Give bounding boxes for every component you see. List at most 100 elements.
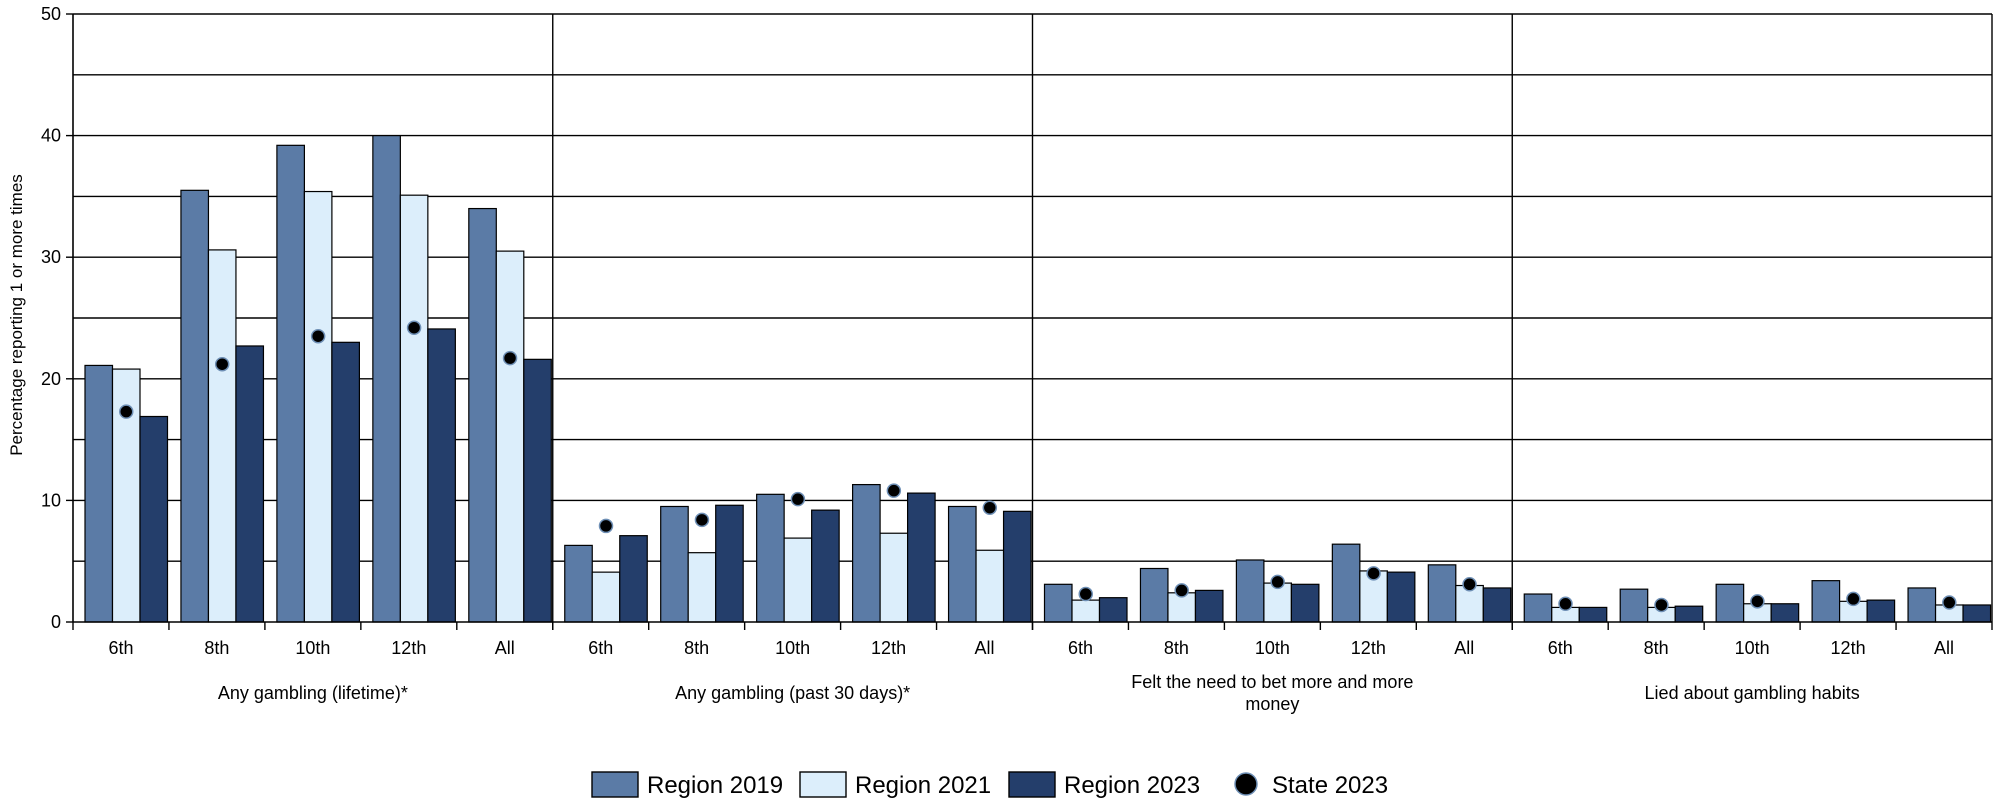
bar-region-2019 xyxy=(1715,583,1745,623)
bar-region-2023 xyxy=(331,341,360,623)
legend-swatch xyxy=(1008,771,1056,798)
state-2023-marker xyxy=(1942,595,1957,610)
bar-region-2019 xyxy=(1811,580,1841,623)
legend-swatch xyxy=(591,771,639,798)
legend-state-2023-swatch xyxy=(1234,772,1258,796)
bar-region-2019 xyxy=(1235,559,1265,623)
state-2023-marker xyxy=(790,491,806,507)
x-tick-label: 10th xyxy=(1735,638,1770,658)
bar-region-2023 xyxy=(235,345,265,623)
bar-region-2021 xyxy=(399,194,429,623)
bar-region-2019 xyxy=(1043,583,1073,623)
x-tick-label: 10th xyxy=(775,638,810,658)
legend-label: Region 2021 xyxy=(855,772,991,799)
state-2023-marker xyxy=(406,320,422,335)
bar-region-2023 xyxy=(427,328,456,623)
bar-region-2023 xyxy=(1578,606,1608,623)
bar-region-2023 xyxy=(1194,589,1224,623)
state-2023-marker xyxy=(598,518,614,534)
bar-region-2019 xyxy=(756,493,785,623)
bar-region-2019 xyxy=(468,207,497,623)
legend: Region 2019 Region 2021 Region 2023 State 2… xyxy=(591,771,1388,799)
bar-region-2023 xyxy=(1866,599,1896,623)
y-axis-label: Percentage reporting 1 or more times xyxy=(7,174,26,456)
bar-region-2021 xyxy=(495,250,525,623)
state-2023-marker xyxy=(886,483,902,498)
legend-label: Region 2023 xyxy=(1064,772,1200,799)
state-2023-marker xyxy=(1462,577,1477,592)
state-2023-marker xyxy=(1846,591,1861,607)
y-tick-label: 50 xyxy=(41,4,61,24)
state-2023-marker xyxy=(310,328,326,344)
bar-region-2023 xyxy=(1386,571,1416,623)
x-tick-label: 10th xyxy=(1255,638,1290,658)
state-2023-marker xyxy=(119,404,134,419)
axes xyxy=(66,13,1993,630)
x-tick-label: 8th xyxy=(1164,638,1189,658)
group-label: Any gambling (past 30 days)* xyxy=(675,683,910,703)
bar-region-2023 xyxy=(811,509,840,623)
y-tick-label: 10 xyxy=(41,490,61,510)
bar-region-2019 xyxy=(180,189,210,623)
x-tick-label: All xyxy=(1934,638,1954,658)
bar-region-2019 xyxy=(84,364,114,623)
bar-region-2019 xyxy=(276,144,305,623)
bar-region-2021 xyxy=(1071,599,1101,623)
bar-region-2023 xyxy=(1770,603,1800,623)
bar-region-2019 xyxy=(372,135,401,623)
state-2023-marker xyxy=(694,512,710,528)
y-tick-label: 20 xyxy=(41,369,61,389)
group-label: Any gambling (lifetime)* xyxy=(218,683,408,703)
bar-region-2019 xyxy=(660,505,689,623)
bar-region-2023 xyxy=(1098,597,1128,623)
y-tick-label: 40 xyxy=(41,126,61,146)
bar-region-2019 xyxy=(947,505,977,623)
x-tick-label: 12th xyxy=(391,638,426,658)
x-tick-label: 12th xyxy=(1351,638,1386,658)
x-tick-label: 8th xyxy=(204,638,229,658)
state-2023-marker xyxy=(1654,597,1669,613)
state-2023-marker xyxy=(1366,566,1381,581)
state-2023-marker xyxy=(1750,594,1765,609)
bars xyxy=(84,135,1992,623)
bar-region-2019 xyxy=(1331,543,1361,623)
bar-region-2023 xyxy=(715,504,744,623)
legend-swatch xyxy=(799,771,847,798)
x-tick-label: 6th xyxy=(108,638,133,658)
bar-region-2019 xyxy=(1139,567,1169,623)
x-tick-label: 8th xyxy=(1644,638,1669,658)
bar-region-2023 xyxy=(523,358,552,623)
bar-region-2019 xyxy=(1619,588,1649,623)
bar-region-2021 xyxy=(591,571,621,623)
bar-region-2023 xyxy=(1674,605,1704,623)
bar-region-2021 xyxy=(207,249,237,623)
bar-region-2019 xyxy=(1427,564,1457,623)
state-markers xyxy=(119,320,1957,613)
x-tick-label: All xyxy=(1454,638,1474,658)
bar-region-2023 xyxy=(139,415,169,623)
state-2023-marker xyxy=(1174,583,1189,598)
legend-label: State 2023 xyxy=(1272,772,1388,799)
x-tick-label: 6th xyxy=(1548,638,1573,658)
x-tick-label: 12th xyxy=(871,638,906,658)
axis-labels: 0 10 20 30 40 50 6th 8th 10th 12th All Any gambling… xyxy=(41,4,1954,714)
bar-region-2021 xyxy=(303,190,333,623)
bar-region-2023 xyxy=(1482,587,1512,623)
y-tick-label: 0 xyxy=(51,612,61,632)
x-tick-label: 6th xyxy=(1068,638,1093,658)
bar-region-2023 xyxy=(1002,510,1032,623)
state-2023-marker xyxy=(502,350,518,366)
bar-region-2021 xyxy=(783,537,813,623)
bar-region-2023 xyxy=(906,492,936,623)
bar-region-2021 xyxy=(879,532,909,623)
group-label: Lied about gambling habits xyxy=(1645,683,1860,703)
state-2023-marker xyxy=(1558,596,1573,612)
x-tick-label: 10th xyxy=(295,638,330,658)
group-label: Felt the need to bet more and more xyxy=(1131,672,1413,692)
x-tick-label: 6th xyxy=(588,638,613,658)
x-tick-label: All xyxy=(975,638,995,658)
bar-region-2019 xyxy=(564,544,593,623)
bar-region-2023 xyxy=(619,535,648,623)
x-tick-label: 8th xyxy=(684,638,709,658)
